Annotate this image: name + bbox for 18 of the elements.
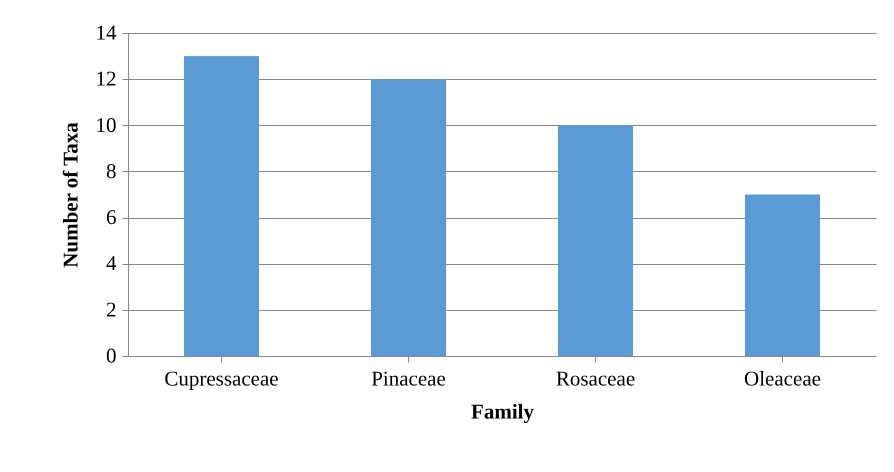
x-tick-label: Cupressaceae: [164, 366, 279, 390]
bar: [371, 79, 446, 356]
y-tick-label: 4: [106, 251, 117, 276]
y-axis-title: Number of Taxa: [58, 122, 82, 268]
y-tick-label: 0: [106, 344, 116, 368]
x-tick-label: Rosaceae: [556, 366, 636, 390]
bar: [184, 56, 259, 356]
y-tick-label: 10: [96, 112, 116, 137]
x-axis-title: Family: [471, 400, 534, 424]
y-tick-label: 2: [106, 297, 116, 322]
y-tick-label: 12: [96, 66, 116, 91]
x-tick-label: Pinaceae: [371, 366, 446, 390]
y-tick-label: 14: [96, 20, 117, 44]
y-tick-label: 6: [106, 205, 116, 230]
y-tick-label: 8: [106, 158, 116, 183]
bar: [558, 125, 633, 356]
bar: [745, 194, 820, 356]
x-tick-label: Oleaceae: [744, 366, 821, 390]
